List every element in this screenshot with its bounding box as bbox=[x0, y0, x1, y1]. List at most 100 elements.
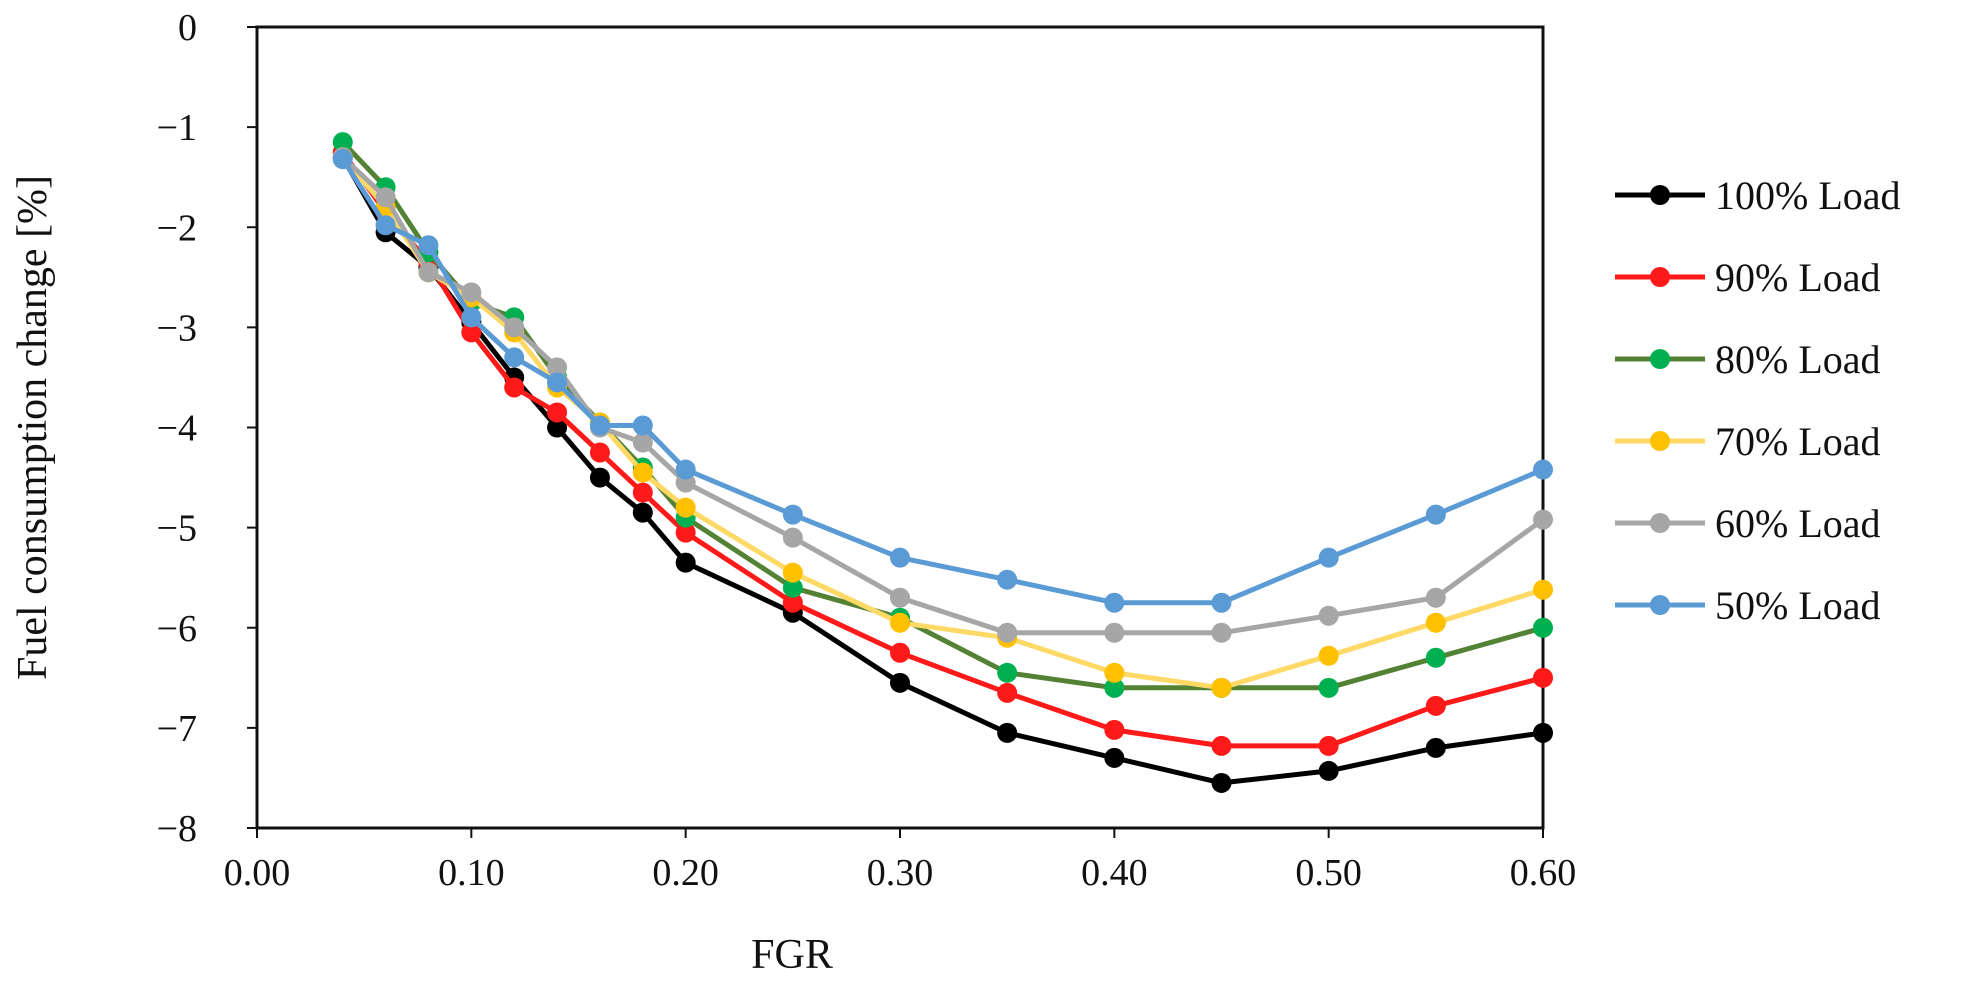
data-point bbox=[547, 402, 568, 423]
data-point bbox=[1425, 647, 1446, 668]
data-point bbox=[1533, 722, 1553, 743]
data-point bbox=[1211, 622, 1232, 643]
data-point bbox=[675, 459, 696, 480]
data-point bbox=[1533, 579, 1553, 600]
x-tick-label: 0.00 bbox=[224, 852, 291, 894]
data-point bbox=[461, 307, 482, 328]
series-line bbox=[340, 140, 1544, 691]
legend-marker bbox=[1650, 349, 1670, 369]
data-point bbox=[1318, 645, 1339, 666]
data-point bbox=[782, 592, 803, 613]
x-tick-label: 0.20 bbox=[652, 852, 719, 894]
series-90-load bbox=[332, 142, 1553, 756]
data-point bbox=[375, 187, 396, 208]
x-axis-ticks: 0.00 0.10 0.20 0.30 0.40 0.50 0.60 bbox=[224, 828, 1576, 894]
data-point bbox=[1318, 547, 1339, 568]
data-point bbox=[1318, 760, 1339, 781]
data-point bbox=[418, 262, 439, 283]
legend-marker bbox=[1650, 513, 1670, 533]
data-point bbox=[1425, 504, 1446, 525]
legend-marker bbox=[1650, 431, 1670, 451]
data-point bbox=[1211, 772, 1232, 793]
data-point bbox=[1104, 747, 1125, 768]
data-point bbox=[589, 415, 610, 436]
series-50-load bbox=[332, 149, 1553, 613]
x-tick-label: 0.10 bbox=[438, 852, 505, 894]
data-point bbox=[461, 322, 482, 343]
data-point bbox=[890, 672, 910, 693]
data-point bbox=[1104, 677, 1125, 698]
y-tick-label: −3 bbox=[157, 307, 197, 349]
data-point bbox=[1211, 735, 1232, 756]
series-70-load bbox=[332, 147, 1553, 698]
x-tick-label: 0.50 bbox=[1295, 852, 1362, 894]
legend: 100% Load 90% Load 80% Load 70% Load 60% Loa… bbox=[1615, 173, 1901, 628]
data-point bbox=[1104, 719, 1125, 740]
y-tick-label: −4 bbox=[157, 408, 197, 450]
data-point bbox=[675, 497, 696, 518]
x-tick-label: 0.40 bbox=[1081, 852, 1148, 894]
y-tick-label: −6 bbox=[157, 608, 197, 650]
data-point bbox=[1104, 662, 1125, 683]
data-point bbox=[547, 357, 568, 378]
data-point bbox=[332, 149, 353, 170]
data-point bbox=[1425, 695, 1446, 716]
y-axis-ticks: 0 −1 −2 −3 −4 −5 −6 −7 −8 bbox=[157, 7, 257, 850]
data-point bbox=[782, 527, 803, 548]
data-point bbox=[890, 612, 910, 633]
data-point bbox=[1533, 667, 1553, 688]
data-point bbox=[997, 722, 1018, 743]
data-point bbox=[997, 622, 1018, 643]
data-point bbox=[997, 682, 1018, 703]
data-point bbox=[1104, 622, 1125, 643]
data-point bbox=[632, 462, 653, 483]
legend-label: 100% Load bbox=[1715, 173, 1901, 218]
y-tick-label: −5 bbox=[157, 508, 197, 550]
data-point bbox=[997, 569, 1018, 590]
data-point bbox=[1533, 509, 1553, 530]
data-point bbox=[1318, 735, 1339, 756]
data-point bbox=[632, 482, 653, 503]
data-point bbox=[632, 432, 653, 453]
x-tick-label: 0.30 bbox=[867, 852, 934, 894]
data-point bbox=[547, 417, 568, 438]
y-tick-label: −7 bbox=[157, 708, 197, 750]
legend-marker bbox=[1650, 185, 1670, 205]
data-point bbox=[890, 587, 910, 608]
data-point bbox=[632, 415, 653, 436]
plot-area bbox=[255, 25, 1545, 830]
data-point bbox=[675, 522, 696, 543]
legend-label: 70% Load bbox=[1715, 419, 1881, 464]
legend-label: 60% Load bbox=[1715, 501, 1881, 546]
legend-marker bbox=[1650, 595, 1670, 615]
data-point bbox=[461, 282, 482, 303]
legend-item: 100% Load bbox=[1615, 173, 1901, 218]
series-lines bbox=[332, 132, 1553, 793]
data-point bbox=[504, 347, 525, 368]
data-point bbox=[589, 467, 610, 488]
data-point bbox=[1533, 459, 1553, 480]
series-line bbox=[340, 155, 1544, 786]
legend-label: 80% Load bbox=[1715, 337, 1881, 382]
data-point bbox=[375, 215, 396, 236]
data-point bbox=[782, 562, 803, 583]
data-point bbox=[890, 642, 910, 663]
y-tick-label: −8 bbox=[157, 808, 197, 850]
plot-frame bbox=[255, 25, 1545, 830]
data-point bbox=[632, 502, 653, 523]
data-point bbox=[997, 662, 1018, 683]
x-axis-title: FGR bbox=[751, 932, 833, 978]
data-point bbox=[1318, 677, 1339, 698]
data-point bbox=[1425, 587, 1446, 608]
legend-label: 90% Load bbox=[1715, 255, 1881, 300]
y-tick-label: 0 bbox=[178, 7, 197, 49]
data-point bbox=[1425, 737, 1446, 758]
data-point bbox=[1211, 677, 1232, 698]
data-point bbox=[1104, 592, 1125, 613]
data-point bbox=[1211, 592, 1232, 613]
data-point bbox=[675, 552, 696, 573]
legend-label: 50% Load bbox=[1715, 583, 1881, 628]
legend-item: 50% Load bbox=[1615, 583, 1881, 628]
y-tick-label: −2 bbox=[157, 207, 197, 249]
